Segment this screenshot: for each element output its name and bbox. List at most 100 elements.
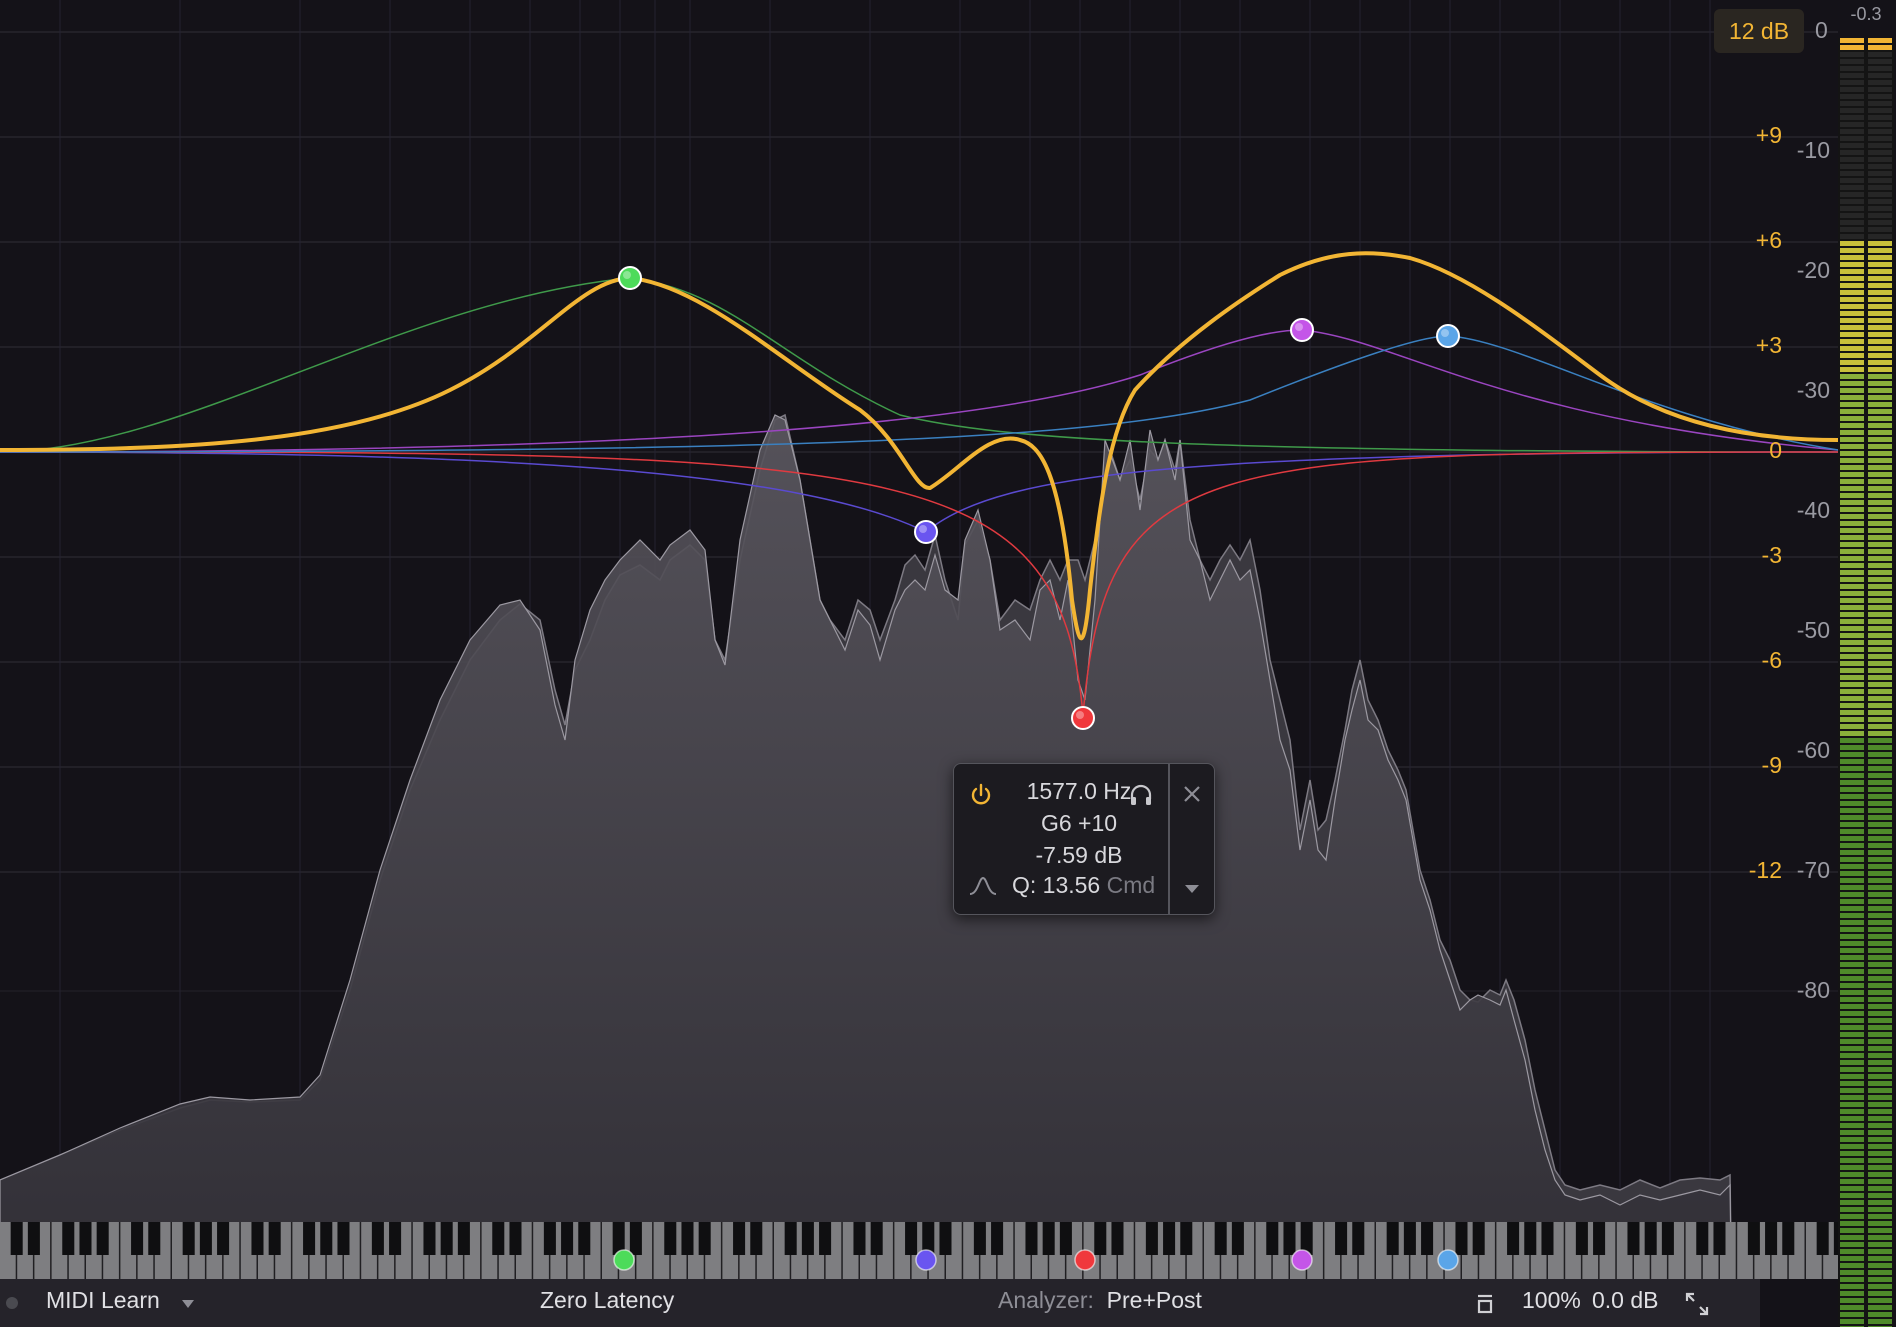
black-key[interactable] bbox=[1455, 1222, 1468, 1255]
piano-keyboard[interactable] bbox=[0, 1222, 1846, 1279]
black-key[interactable] bbox=[1421, 1222, 1434, 1255]
black-key[interactable] bbox=[337, 1222, 350, 1255]
black-key[interactable] bbox=[1661, 1222, 1674, 1255]
black-key[interactable] bbox=[1025, 1222, 1038, 1255]
black-key[interactable] bbox=[664, 1222, 677, 1255]
black-key[interactable] bbox=[10, 1222, 23, 1255]
peak-hold-value[interactable]: -0.3 bbox=[1850, 4, 1882, 24]
black-key[interactable] bbox=[1335, 1222, 1348, 1255]
black-key[interactable] bbox=[1283, 1222, 1296, 1255]
black-key[interactable] bbox=[1472, 1222, 1485, 1255]
black-key[interactable] bbox=[1266, 1222, 1279, 1255]
black-key[interactable] bbox=[457, 1222, 470, 1255]
black-key[interactable] bbox=[251, 1222, 264, 1255]
black-key[interactable] bbox=[991, 1222, 1004, 1255]
black-key[interactable] bbox=[681, 1222, 694, 1255]
black-key[interactable] bbox=[1644, 1222, 1657, 1255]
black-key[interactable] bbox=[217, 1222, 230, 1255]
black-key[interactable] bbox=[543, 1222, 556, 1255]
black-key[interactable] bbox=[96, 1222, 109, 1255]
black-key[interactable] bbox=[199, 1222, 212, 1255]
black-key[interactable] bbox=[612, 1222, 625, 1255]
popup-q-value[interactable]: Q: 13.56 bbox=[1012, 872, 1101, 898]
black-key[interactable] bbox=[492, 1222, 505, 1255]
black-key[interactable] bbox=[62, 1222, 75, 1255]
black-key[interactable] bbox=[1042, 1222, 1055, 1255]
black-key[interactable] bbox=[1231, 1222, 1244, 1255]
black-key[interactable] bbox=[148, 1222, 161, 1255]
black-key[interactable] bbox=[578, 1222, 591, 1255]
popup-gain[interactable]: -7.59 dB bbox=[1035, 842, 1123, 868]
analyzer-mode[interactable]: Pre+Post bbox=[1106, 1287, 1202, 1313]
range-button[interactable]: 12 dB bbox=[1714, 9, 1804, 53]
black-key[interactable] bbox=[698, 1222, 711, 1255]
black-key[interactable] bbox=[1575, 1222, 1588, 1255]
black-key[interactable] bbox=[131, 1222, 144, 1255]
dropdown-arrow-icon[interactable] bbox=[1180, 882, 1204, 896]
black-key[interactable] bbox=[303, 1222, 316, 1255]
band-5-key-marker[interactable] bbox=[1437, 1249, 1459, 1271]
popup-frequency[interactable]: 1577.0 Hz bbox=[1026, 778, 1132, 804]
band-2-key-marker[interactable] bbox=[915, 1249, 937, 1271]
power-icon[interactable] bbox=[968, 782, 994, 808]
black-key[interactable] bbox=[1747, 1222, 1760, 1255]
band-popup[interactable]: 1577.0 Hz G6 +10 -7.59 dB Q: 13.56 Cmd bbox=[953, 763, 1215, 915]
close-icon[interactable] bbox=[1179, 781, 1205, 807]
black-key[interactable] bbox=[1163, 1222, 1176, 1255]
black-key[interactable] bbox=[1111, 1222, 1124, 1255]
black-key[interactable] bbox=[1627, 1222, 1640, 1255]
black-key[interactable] bbox=[1593, 1222, 1606, 1255]
dropdown-arrow-icon[interactable] bbox=[180, 1298, 196, 1310]
black-key[interactable] bbox=[1352, 1222, 1365, 1255]
filter-shape-icon[interactable] bbox=[968, 874, 998, 898]
black-key[interactable] bbox=[440, 1222, 453, 1255]
black-key[interactable] bbox=[750, 1222, 763, 1255]
black-key[interactable] bbox=[182, 1222, 195, 1255]
black-key[interactable] bbox=[801, 1222, 814, 1255]
black-key[interactable] bbox=[1145, 1222, 1158, 1255]
band-3-node[interactable] bbox=[1071, 706, 1095, 730]
black-key[interactable] bbox=[1765, 1222, 1778, 1255]
black-key[interactable] bbox=[423, 1222, 436, 1255]
black-key[interactable] bbox=[973, 1222, 986, 1255]
black-key[interactable] bbox=[870, 1222, 883, 1255]
black-key[interactable] bbox=[561, 1222, 574, 1255]
black-key[interactable] bbox=[27, 1222, 40, 1255]
band-nodes[interactable] bbox=[618, 266, 1460, 730]
black-key[interactable] bbox=[1300, 1222, 1313, 1255]
headphones-icon[interactable] bbox=[1128, 782, 1154, 808]
popup-q[interactable]: Q: 13.56 Cmd bbox=[1012, 872, 1155, 899]
black-key[interactable] bbox=[320, 1222, 333, 1255]
black-key[interactable] bbox=[1713, 1222, 1726, 1255]
analyzer-control[interactable]: Analyzer: Pre+Post bbox=[998, 1287, 1202, 1314]
black-key[interactable] bbox=[1180, 1222, 1193, 1255]
band-2-node[interactable] bbox=[914, 520, 938, 544]
band-1-node[interactable] bbox=[618, 266, 642, 290]
band-4-key-marker[interactable] bbox=[1291, 1249, 1313, 1271]
black-key[interactable] bbox=[79, 1222, 92, 1255]
black-key[interactable] bbox=[905, 1222, 918, 1255]
black-key[interactable] bbox=[1403, 1222, 1416, 1255]
black-key[interactable] bbox=[1782, 1222, 1795, 1255]
latency-mode-button[interactable]: Zero Latency bbox=[540, 1287, 675, 1313]
midi-learn-button[interactable]: MIDI Learn bbox=[46, 1287, 160, 1313]
black-key[interactable] bbox=[1214, 1222, 1227, 1255]
black-key[interactable] bbox=[853, 1222, 866, 1255]
fullscreen-icon[interactable] bbox=[1683, 1290, 1711, 1318]
band-4-node[interactable] bbox=[1290, 318, 1314, 342]
zoom-level[interactable]: 100% bbox=[1522, 1287, 1581, 1313]
black-key[interactable] bbox=[1386, 1222, 1399, 1255]
black-key[interactable] bbox=[1541, 1222, 1554, 1255]
black-key[interactable] bbox=[509, 1222, 522, 1255]
band-1-key-marker[interactable] bbox=[613, 1249, 635, 1271]
black-key[interactable] bbox=[1696, 1222, 1709, 1255]
black-key[interactable] bbox=[371, 1222, 384, 1255]
black-key[interactable] bbox=[1507, 1222, 1520, 1255]
black-key[interactable] bbox=[922, 1222, 935, 1255]
black-key[interactable] bbox=[268, 1222, 281, 1255]
black-key[interactable] bbox=[1059, 1222, 1072, 1255]
band-5-node[interactable] bbox=[1436, 324, 1460, 348]
black-key[interactable] bbox=[629, 1222, 642, 1255]
black-key[interactable] bbox=[1816, 1222, 1829, 1255]
